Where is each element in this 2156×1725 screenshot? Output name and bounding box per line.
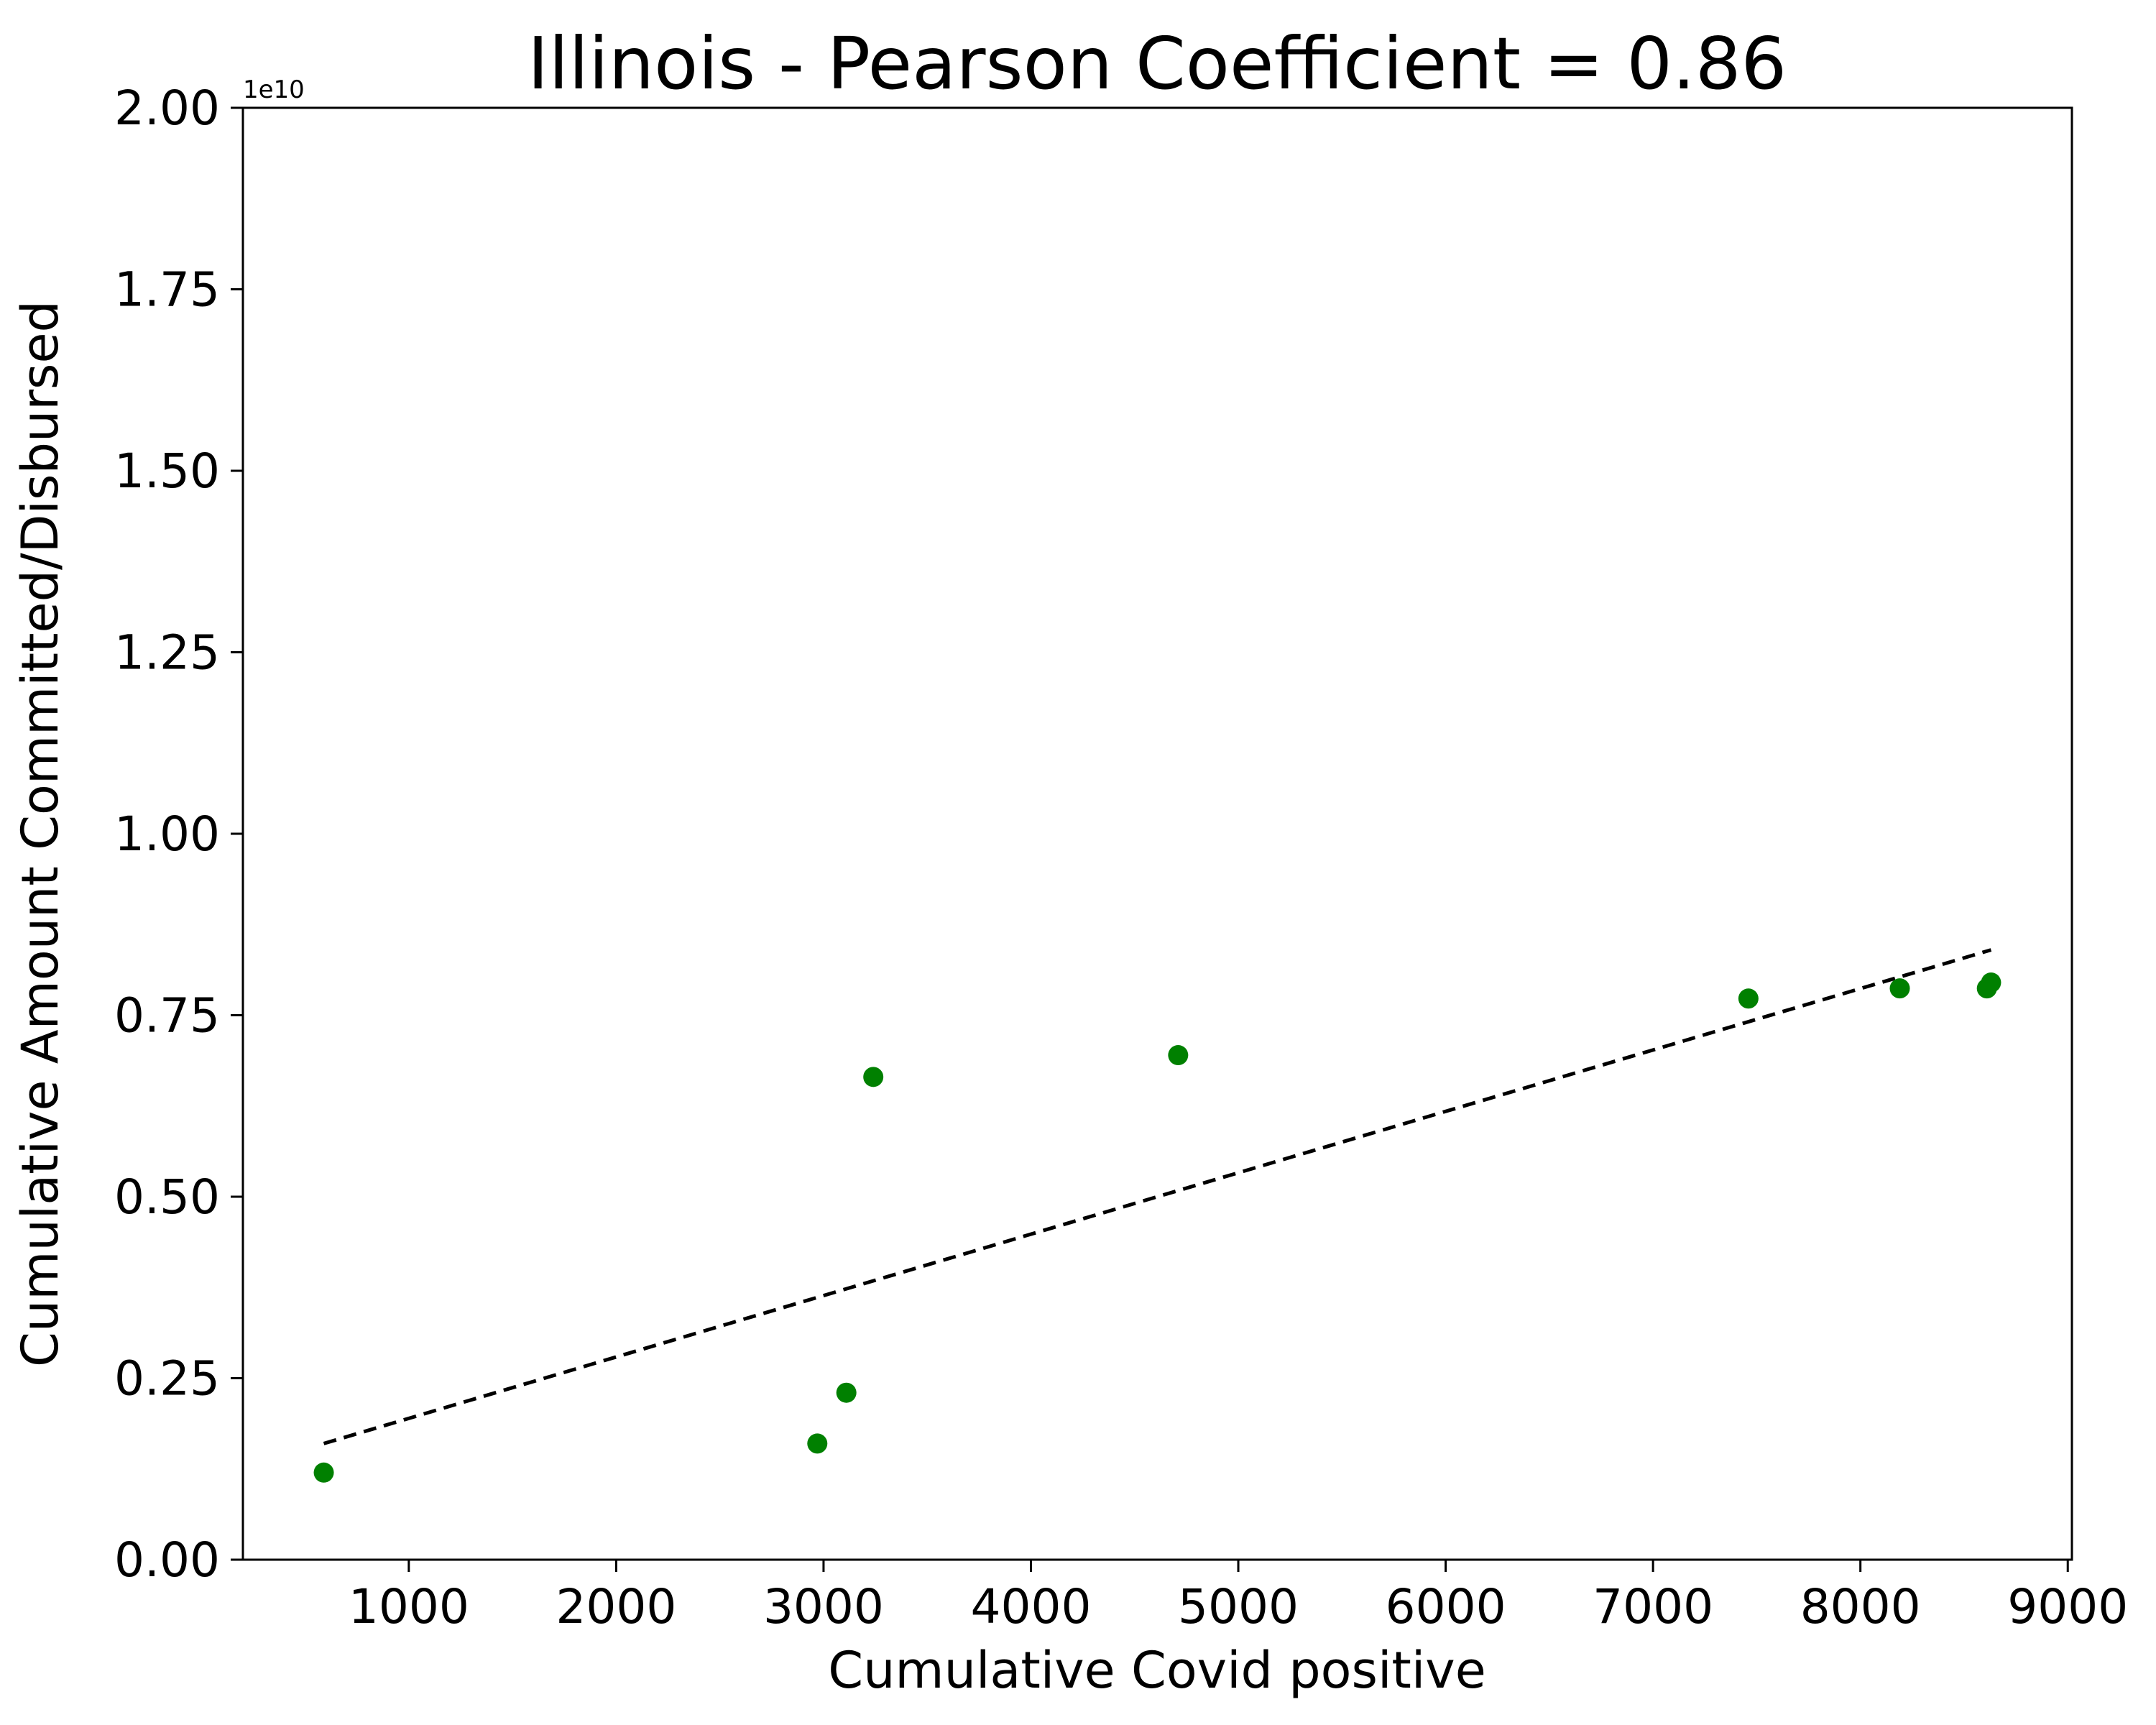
x-tick-label: 2000 [556, 1579, 676, 1634]
x-tick-label: 9000 [2007, 1579, 2128, 1634]
x-axis-ticks: 1000 2000 3000 4000 5000 6000 7000 8000 9000 [349, 1560, 2128, 1634]
y-tick-label: 0.25 [114, 1351, 220, 1407]
y-tick-label: 1.25 [114, 625, 220, 681]
x-tick-label: 3000 [763, 1579, 884, 1634]
y-tick-label: 1.00 [114, 806, 220, 862]
data-point [313, 1462, 334, 1483]
y-tick-label: 0.50 [114, 1169, 220, 1225]
plot-area [313, 948, 2001, 1483]
y-tick-label: 0.75 [114, 988, 220, 1044]
x-tick-label: 5000 [1178, 1579, 1299, 1634]
y-tick-label: 1.75 [114, 262, 220, 318]
data-point [863, 1067, 884, 1087]
x-tick-label: 8000 [1800, 1579, 1921, 1634]
data-point [1981, 972, 2001, 993]
x-tick-label: 4000 [971, 1579, 1092, 1634]
x-axis-label: Cumulative Covid positive [828, 1641, 1486, 1700]
x-tick-label: 7000 [1593, 1579, 1713, 1634]
data-point [1889, 978, 1910, 999]
trendline [323, 948, 1992, 1445]
y-tick-label: 2.00 [114, 80, 220, 136]
data-point [1168, 1045, 1189, 1066]
y-offset-label: 1e10 [243, 75, 305, 104]
y-axis-label: Cumulative Amount Committed/Disbursed [11, 300, 70, 1367]
y-axis-ticks: 0.00 0.25 0.50 0.75 1.00 1.25 1.50 1.75 2.00 [114, 80, 243, 1588]
x-tick-label: 6000 [1386, 1579, 1506, 1634]
x-tick-label: 1000 [349, 1579, 469, 1634]
chart-title: Illinois - Pearson Coefficient = 0.86 [528, 22, 1787, 106]
y-tick-label: 0.00 [114, 1532, 220, 1588]
data-point [836, 1382, 857, 1403]
data-point [1738, 988, 1759, 1009]
y-tick-label: 1.50 [114, 443, 220, 499]
data-point [807, 1433, 828, 1454]
